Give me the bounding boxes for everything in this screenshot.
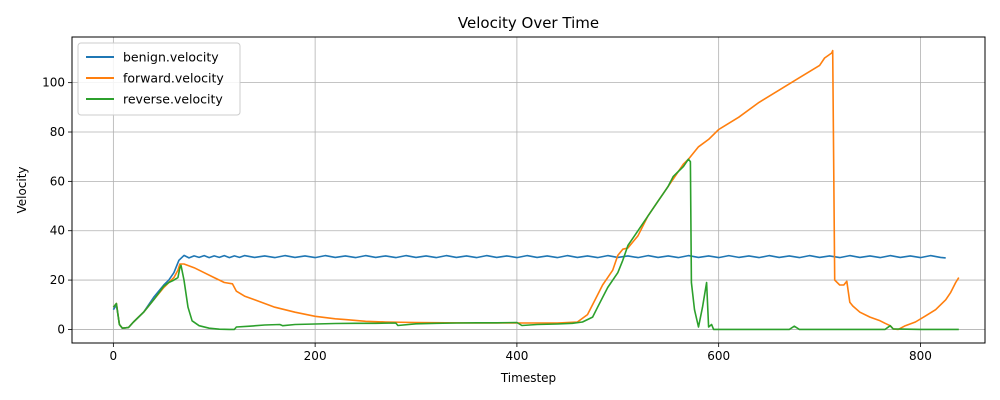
series-line-forward-velocity <box>112 49 960 331</box>
y-tick-label-5: 100 <box>42 76 65 90</box>
legend-label-1: forward.velocity <box>123 71 224 86</box>
y-axis-label: Velocity <box>15 166 29 213</box>
axis-ticks: 0 200 400 600 800 0 20 40 60 80 100 <box>42 76 932 363</box>
y-tick-label-3: 60 <box>50 174 65 188</box>
legend: benign.velocity forward.velocity reverse.v… <box>77 42 241 116</box>
y-tick-label-2: 40 <box>50 224 65 238</box>
x-tick-label-3: 600 <box>707 349 730 363</box>
legend-label-2: reverse.velocity <box>123 92 223 107</box>
x-tick-label-0: 0 <box>110 349 118 363</box>
x-tick-label-2: 400 <box>505 349 528 363</box>
x-axis-label: Timestep <box>500 371 556 385</box>
series-line-benign-velocity <box>112 254 946 329</box>
plot-area-frame <box>71 36 986 344</box>
x-tick-label-4: 800 <box>909 349 932 363</box>
y-tick-label-1: 20 <box>50 273 65 287</box>
series-lines <box>112 49 960 331</box>
legend-label-0: benign.velocity <box>123 50 219 65</box>
legend-box <box>77 42 241 116</box>
chart-title: Velocity Over Time <box>458 14 599 32</box>
x-tick-label-1: 200 <box>304 349 327 363</box>
y-tick-label-4: 80 <box>50 125 65 139</box>
y-tick-label-0: 0 <box>57 322 65 336</box>
series-line-reverse-velocity <box>112 158 959 331</box>
